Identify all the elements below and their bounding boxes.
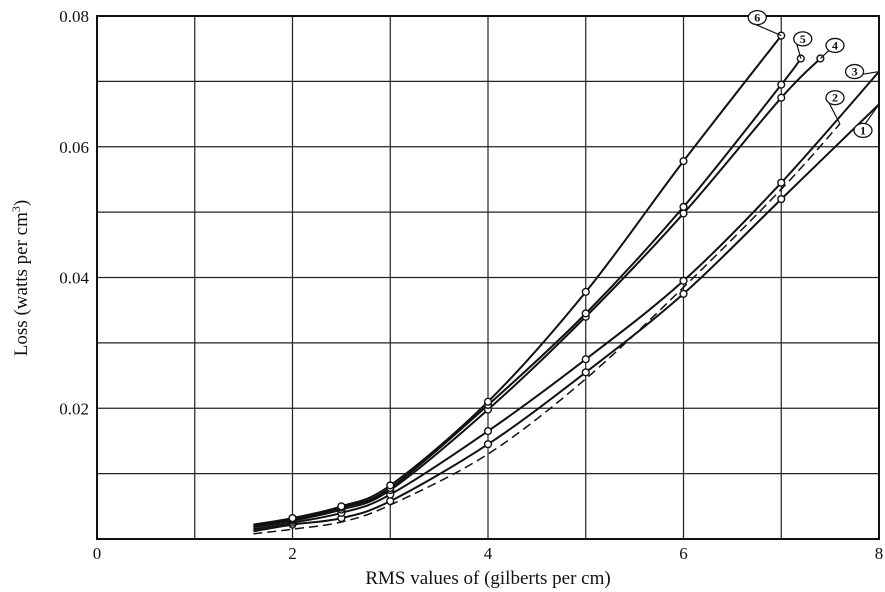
data-point (581, 309, 590, 318)
series-line-1 (253, 103, 880, 533)
data-point (679, 276, 688, 285)
curve-label-1: 1 (853, 103, 880, 139)
curve-label-4: 4 (819, 37, 845, 59)
data-point (777, 194, 786, 204)
x-tick-label: 4 (484, 544, 493, 563)
data-point (386, 481, 395, 490)
series-line-5 (253, 57, 802, 527)
y-tick-label: 0.04 (59, 269, 89, 288)
curve-label-circle (825, 90, 845, 106)
y-tick-label: 0.06 (59, 138, 89, 157)
curve-label-text: 2 (832, 91, 838, 105)
data-point (483, 440, 493, 449)
data-point (679, 157, 688, 166)
data-point (581, 287, 590, 296)
data-point (337, 502, 346, 511)
grid (97, 16, 879, 539)
tick-labels: 0 2 4 6 8 0.02 0.04 0.06 0.08 (59, 7, 883, 563)
series-line-2 (253, 123, 841, 535)
y-tick-label: 0.08 (59, 7, 89, 26)
data-point (777, 93, 786, 102)
x-tick-label: 8 (875, 544, 884, 563)
x-tick-label: 2 (288, 544, 297, 563)
data-point (777, 80, 786, 89)
data-point (288, 513, 297, 523)
series-line-4 (253, 57, 822, 529)
data-point (483, 427, 493, 436)
y-axis-title-superscript: 3 (9, 206, 23, 212)
curve-label-2: 2 (825, 90, 845, 125)
curve-label-circle (793, 31, 813, 47)
curve-label-text: 3 (852, 65, 858, 79)
y-axis-title-close: ) (11, 200, 32, 206)
series-line-6 (253, 34, 783, 526)
plot-frame (96, 15, 880, 540)
curve-label-circle (747, 9, 767, 26)
series-layer: 1 234 5 6 (253, 9, 880, 535)
curve-label-6: 6 (747, 9, 782, 37)
curve-label-3: 3 (844, 63, 880, 80)
series-line-3 (253, 70, 880, 531)
curve-label-text: 4 (832, 38, 838, 52)
curve-label-text: 5 (800, 32, 806, 46)
curve-label-circle (825, 37, 845, 54)
curve-label-circle (844, 63, 865, 80)
x-tick-label: 6 (679, 544, 688, 563)
curve-label-text: 6 (754, 11, 760, 25)
data-point (777, 178, 786, 187)
x-tick-label: 0 (93, 544, 102, 563)
x-axis-title: RMS values of (gilberts per cm) (365, 568, 610, 589)
data-point (581, 368, 590, 377)
curve-label-5: 5 (793, 31, 813, 59)
curve-label-text: 1 (860, 123, 866, 137)
y-axis-title: Loss (watts per cm3) (9, 200, 32, 356)
data-point (679, 202, 688, 211)
y-axis-title-main: Loss (watts per cm (11, 212, 32, 356)
curve-label-leader (819, 49, 830, 59)
curve-label-circle (853, 122, 873, 139)
curve-label-leader (828, 102, 841, 125)
data-point (581, 355, 590, 364)
curve-label-leader (796, 43, 802, 59)
data-point (483, 397, 493, 406)
y-tick-label: 0.02 (59, 399, 89, 418)
data-point (679, 289, 688, 298)
